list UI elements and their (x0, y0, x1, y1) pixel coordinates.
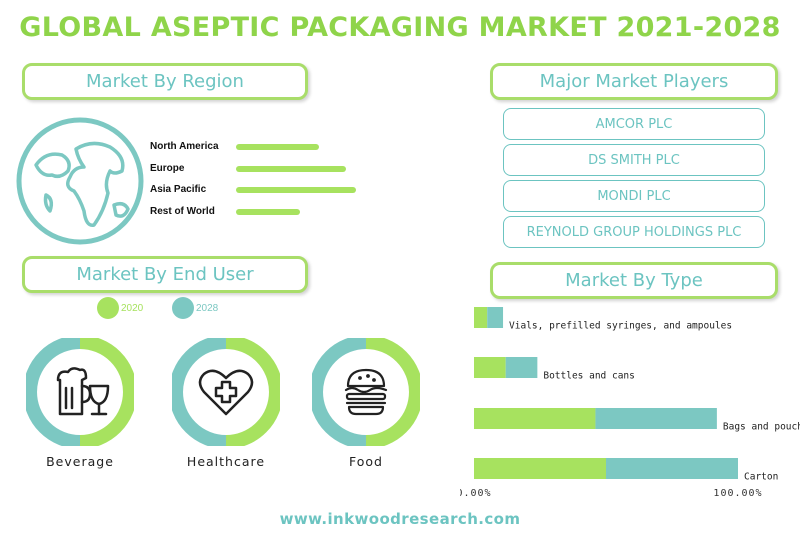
market-by-type-chart: Vials, prefilled syringes, and ampoules B… (460, 307, 800, 499)
type-category-label: Carton (744, 472, 778, 483)
type-bar-2-series-2028 (595, 408, 717, 429)
type-bar-3-series-2028 (606, 458, 738, 479)
page-title: GLOBAL ASEPTIC PACKAGING MARKET 2021-202… (19, 12, 781, 43)
food-donut (312, 338, 420, 446)
player-mondi: MONDI PLC (503, 180, 765, 212)
beer-and-wine-icon (56, 367, 110, 416)
type-category-label: Bottles and cans (543, 371, 635, 382)
beverage-donut (26, 338, 134, 446)
footer-url[interactable]: www.inkwoodresearch.com (279, 510, 521, 528)
region-heading-box: Market By Region (22, 63, 308, 100)
legend-2020-swatch (97, 297, 119, 319)
beverage-label: Beverage (46, 454, 114, 469)
food-label: Food (349, 454, 383, 469)
region-bar-asia-pacific (236, 187, 356, 193)
region-label-rest-of-world: Rest of World (150, 206, 215, 217)
healthcare-label: Healthcare (186, 454, 266, 469)
end-user-heading-box: Market By End User (22, 256, 308, 293)
food-donut-2028-arc (312, 338, 367, 446)
players-heading-box: Major Market Players (490, 63, 778, 100)
healthcare-donut (172, 338, 280, 446)
food-donut-2020-arc (365, 338, 420, 446)
beverage-donut-2020-arc (79, 338, 134, 446)
legend-2028-label: 2028 (196, 303, 219, 314)
type-bar-1-series-2028 (505, 357, 538, 378)
x-tick-label: 100.00% (713, 488, 762, 499)
type-bar-1-series-2020 (474, 357, 506, 378)
region-heading: Market By Region (86, 71, 244, 92)
region-label-europe: Europe (150, 163, 185, 174)
player-reynold: REYNOLD GROUP HOLDINGS PLC (503, 216, 765, 248)
region-bar-rest-of-world (236, 209, 300, 215)
beverage-donut-2028-arc (26, 338, 81, 446)
end-user-heading: Market By End User (76, 264, 254, 285)
healthcare-donut-2020-arc (225, 338, 280, 446)
type-bar-2-series-2020 (474, 408, 596, 429)
legend-2020-label: 2020 (121, 303, 144, 314)
x-tick-label: 0.00% (460, 488, 492, 499)
region-label-asia-pacific: Asia Pacific (150, 184, 207, 195)
heart-with-cross-icon (198, 369, 254, 416)
type-category-label: Bags and pouches (723, 422, 800, 433)
region-label-north-america: North America (150, 141, 219, 152)
type-heading-box: Market By Type (490, 262, 778, 299)
type-bar-3-series-2020 (474, 458, 606, 479)
healthcare-donut-2028-arc (172, 338, 227, 446)
legend-2028-swatch (172, 297, 194, 319)
player-ds-smith: DS SMITH PLC (503, 144, 765, 176)
type-category-label: Vials, prefilled syringes, and ampoules (509, 321, 732, 332)
type-bar-0-series-2020 (474, 307, 488, 328)
players-heading: Major Market Players (539, 71, 729, 92)
burger-icon (344, 368, 388, 416)
globe-icon (16, 117, 144, 245)
type-heading: Market By Type (565, 270, 703, 291)
player-amcor: AMCOR PLC (503, 108, 765, 140)
region-bar-europe (236, 166, 346, 172)
type-bar-0-series-2028 (487, 307, 504, 328)
region-bar-north-america (236, 144, 319, 150)
